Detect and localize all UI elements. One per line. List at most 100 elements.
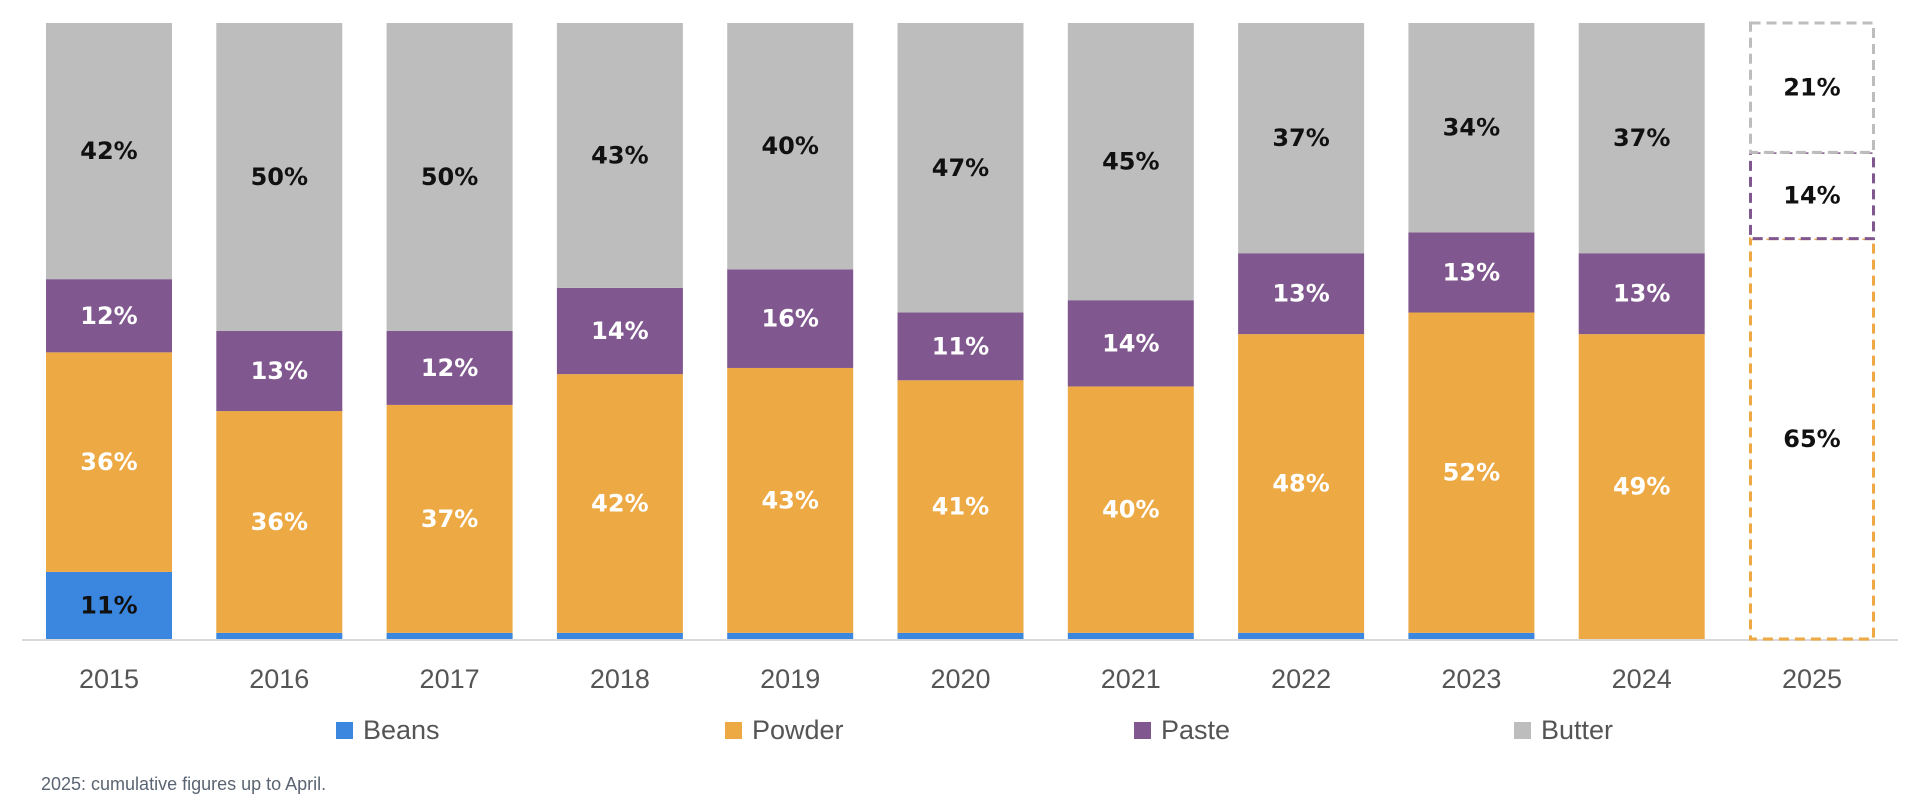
label-2017-butter: 50%	[421, 163, 478, 191]
label-2020-powder: 41%	[932, 493, 989, 521]
x-tick-2016: 2016	[249, 664, 309, 694]
bar-2019-butter	[727, 23, 854, 270]
bar-2022-butter	[1238, 23, 1365, 254]
bar-2016-paste	[216, 331, 343, 412]
x-tick-2019: 2019	[760, 664, 820, 694]
legend-item-beans: Beans	[336, 712, 440, 748]
x-tick-2025: 2025	[1782, 664, 1842, 694]
bars-group: 11%36%12%42%1%36%13%50%1%37%12%50%1%42%1…	[46, 21, 1875, 641]
x-tick-2024: 2024	[1612, 664, 1672, 694]
legend-swatch-powder	[725, 721, 742, 739]
bar-2021-powder	[1067, 386, 1194, 633]
x-tick-2018: 2018	[590, 664, 650, 694]
label-2021-powder: 40%	[1102, 496, 1159, 524]
label-2023-powder: 52%	[1443, 459, 1500, 487]
bar-2021-beans	[1067, 632, 1194, 639]
bar-2020-paste	[897, 312, 1024, 381]
label-2016-paste: 13%	[251, 357, 308, 385]
bar-2017-butter	[386, 23, 513, 331]
footnote: 2025: cumulative figures up to April.	[41, 774, 327, 794]
legend-item-butter: Butter	[1514, 712, 1613, 748]
legend-item-paste: Paste	[1134, 712, 1230, 748]
label-2018-butter: 43%	[591, 141, 648, 169]
label-2016-butter: 50%	[251, 163, 308, 191]
bar-2022-powder	[1238, 334, 1365, 633]
bar-2017-beans	[386, 632, 513, 639]
label-2017-paste: 12%	[421, 354, 478, 382]
label-2025-butter: 21%	[1783, 74, 1840, 102]
bar-2015-beans	[46, 571, 172, 639]
bar-2019-beans	[727, 632, 854, 639]
bar-2023-powder	[1408, 312, 1535, 633]
x-tick-2017: 2017	[420, 664, 480, 694]
bar-2021-paste	[1067, 300, 1194, 387]
label-2018-paste: 14%	[591, 317, 648, 345]
bar-2025-powder	[1749, 237, 1875, 641]
label-2024-paste: 13%	[1613, 280, 1670, 308]
label-2015-paste: 12%	[80, 302, 137, 330]
x-tick-2023: 2023	[1441, 664, 1501, 694]
x-tick-2015: 2015	[79, 664, 139, 694]
bar-2023-paste	[1408, 232, 1535, 313]
label-2024-powder: 49%	[1613, 473, 1670, 501]
legend-swatch-paste	[1134, 721, 1151, 739]
bar-2023-butter	[1408, 23, 1535, 233]
label-2025-paste: 14%	[1783, 181, 1840, 209]
bar-2017-powder	[386, 404, 513, 633]
label-2023-paste: 13%	[1443, 258, 1500, 286]
bar-2016-butter	[216, 23, 343, 331]
bar-2018-paste	[556, 287, 683, 375]
bar-2017-paste	[386, 331, 513, 405]
legend-label-butter: Butter	[1541, 714, 1614, 745]
bar-2018-powder	[556, 374, 683, 633]
x-tick-2021: 2021	[1101, 664, 1161, 694]
label-2020-paste: 11%	[932, 332, 989, 360]
bar-2016-beans	[216, 632, 343, 639]
bar-2022-paste	[1238, 253, 1365, 335]
bar-2021-butter	[1067, 23, 1194, 301]
legend-swatch-beans	[336, 721, 353, 739]
legend-label-powder: Powder	[752, 714, 844, 745]
bar-2015-powder	[46, 352, 172, 572]
label-2023-butter: 34%	[1443, 114, 1500, 142]
label-2022-butter: 37%	[1272, 124, 1329, 152]
label-2021-paste: 14%	[1102, 329, 1159, 357]
x-axis-ticks: 2015 2016 2017 2018 2019 2020 2021 2022 2023 2024…	[79, 664, 1842, 694]
label-2015-powder: 36%	[80, 448, 137, 476]
bar-2022-beans	[1238, 632, 1365, 639]
label-2017-powder: 37%	[421, 505, 478, 533]
bar-2024-butter	[1578, 23, 1705, 254]
x-tick-2020: 2020	[930, 664, 990, 694]
bar-2020-butter	[897, 23, 1024, 313]
bar-2019-paste	[727, 269, 854, 368]
stacked-bar-chart: 11%36%12%42%1%36%13%50%1%37%12%50%1%42%1…	[22, 21, 1898, 694]
label-2018-powder: 42%	[591, 489, 648, 517]
x-tick-2022: 2022	[1271, 664, 1331, 694]
label-2022-paste: 13%	[1272, 280, 1329, 308]
label-2019-powder: 43%	[761, 486, 818, 514]
legend-label-paste: Paste	[1161, 714, 1231, 745]
legend-item-powder: Powder	[725, 712, 844, 748]
bar-2023-beans	[1408, 632, 1535, 639]
label-2025-powder: 65%	[1783, 425, 1840, 453]
legend-label-beans: Beans	[363, 714, 440, 745]
bar-2018-beans	[556, 632, 683, 639]
label-2024-butter: 37%	[1613, 124, 1670, 152]
bar-2018-butter	[556, 23, 683, 288]
label-2022-powder: 48%	[1272, 469, 1329, 497]
legend-swatch-butter	[1514, 721, 1531, 739]
bar-2016-powder	[216, 411, 343, 633]
legend: Beans Powder Paste Butter	[0, 712, 1920, 748]
bar-2019-powder	[727, 367, 854, 633]
label-2016-powder: 36%	[251, 508, 308, 536]
bar-2024-powder	[1578, 334, 1705, 639]
bar-2020-powder	[897, 380, 1024, 633]
label-2021-butter: 45%	[1102, 148, 1159, 176]
bar-2015-butter	[46, 23, 172, 280]
label-2019-paste: 16%	[761, 305, 818, 333]
label-2019-butter: 40%	[761, 132, 818, 160]
label-2015-beans: 11%	[80, 591, 137, 619]
label-2020-butter: 47%	[932, 154, 989, 182]
bar-2020-beans	[897, 632, 1024, 639]
bar-2024-paste	[1578, 253, 1705, 335]
